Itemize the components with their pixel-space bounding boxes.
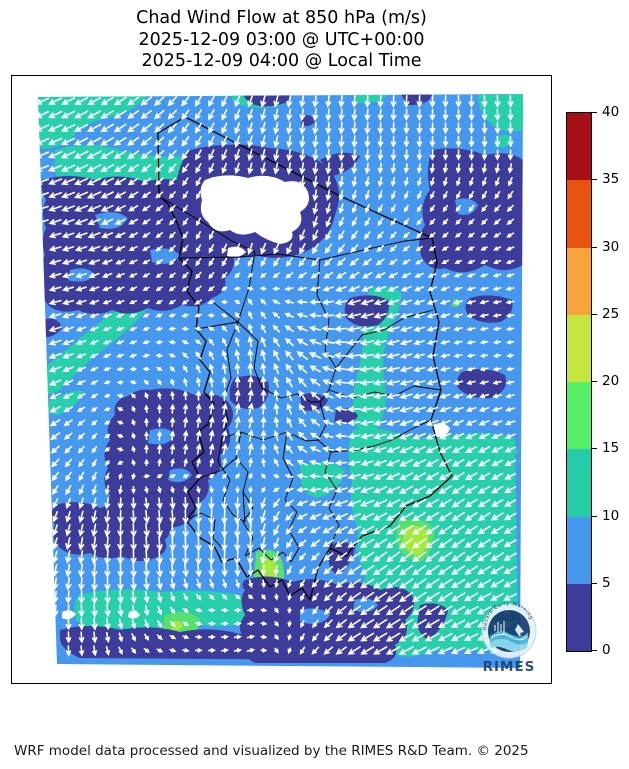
wind-field-layer (38, 94, 523, 668)
soundwave-bars (494, 621, 505, 634)
masked-terrain (62, 175, 450, 620)
colorbar-tickmark (592, 381, 597, 382)
colorbar-tick-label: 30 (602, 238, 620, 255)
colorbar-tickmark (592, 246, 597, 248)
wind-map (38, 94, 523, 668)
rimes-logo: Hazard Early Warning RIMES (481, 601, 537, 675)
colorbar-tick-label: 40 (602, 104, 620, 120)
wind-arrows (38, 95, 518, 657)
colorbar-tick-label: 35 (602, 171, 620, 188)
colorbar-band-15-20 (567, 382, 591, 450)
colorbar-tickmark (592, 313, 597, 315)
rimes-logo-wordmark: RIMES (483, 659, 536, 675)
map-axes (11, 75, 552, 684)
colorbar-band-10-15 (567, 449, 591, 517)
speed-holes (68, 198, 478, 624)
colorbar-band-0-5 (567, 583, 591, 651)
colorbar-tick-label: 5 (602, 574, 611, 591)
chad-national-border (157, 116, 453, 601)
figure-title: Chad Wind Flow at 850 hPa (m/s) 2025-12-… (11, 8, 552, 73)
colorbar-tick-label: 25 (602, 305, 620, 322)
title-line-2: 2025-12-09 03:00 @ UTC+00:00 (138, 29, 425, 50)
colorbar-band-35-40 (567, 113, 591, 181)
colorbar-tickmark (592, 582, 597, 584)
colorbar-tickmark (592, 650, 597, 651)
colorbar-tick-label: 20 (602, 373, 620, 389)
colorbar-tickmark (592, 448, 597, 450)
colorbar (566, 112, 592, 652)
colorbar-tickmark (592, 515, 597, 517)
colorbar-tickmark (592, 112, 597, 113)
colorbar-band-5-10 (567, 516, 591, 584)
colorbar-band-25-30 (567, 247, 591, 315)
colorbar-tick-label: 10 (602, 507, 620, 524)
footer-credit: WRF model data processed and visualized … (14, 743, 529, 759)
colorbar-tickmark (592, 179, 597, 181)
title-line-1: Chad Wind Flow at 850 hPa (m/s) (136, 8, 427, 28)
colorbar-band-30-35 (567, 180, 591, 248)
title-line-3: 2025-12-09 04:00 @ Local Time (141, 51, 422, 71)
colorbar-tick-label: 0 (602, 642, 611, 658)
colorbar-tick-label: 15 (602, 440, 620, 457)
colorbar-band-20-25 (567, 314, 591, 382)
